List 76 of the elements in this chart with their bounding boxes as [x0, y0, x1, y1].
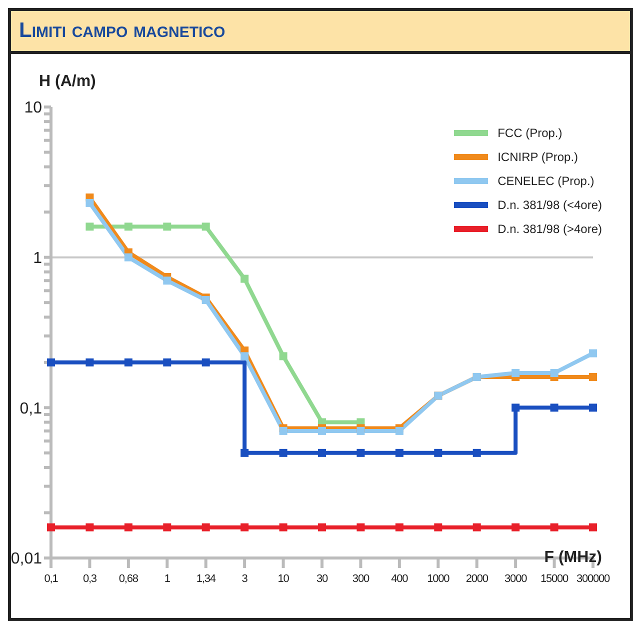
point — [202, 296, 210, 304]
point — [589, 349, 597, 358]
point — [240, 523, 249, 532]
point — [124, 358, 132, 366]
point — [47, 523, 55, 532]
x-tick-label: 300 — [352, 572, 370, 585]
legend-label: D.n. 381/98 (<4ore) — [498, 198, 602, 212]
point — [434, 448, 442, 457]
point — [472, 448, 481, 457]
point — [356, 426, 365, 435]
point — [279, 448, 288, 457]
point — [240, 352, 249, 360]
point — [356, 448, 365, 457]
point — [550, 523, 558, 532]
x-tick-label: 30 — [316, 572, 328, 585]
point — [86, 358, 94, 366]
x-tick-label: 300000 — [576, 572, 610, 585]
x-tick-label: 1,34 — [196, 572, 216, 585]
point — [124, 253, 132, 262]
point — [589, 523, 597, 532]
chart-title: Limiti campo magnetico — [19, 19, 226, 43]
point — [589, 372, 597, 381]
x-axis-title: F (MHz) — [544, 549, 602, 567]
point — [202, 222, 210, 231]
point — [47, 358, 55, 366]
x-tick-label: 3000 — [504, 572, 528, 585]
point — [550, 404, 558, 412]
point — [240, 448, 249, 457]
point — [86, 523, 94, 532]
point — [434, 523, 442, 532]
point — [318, 426, 326, 435]
point — [124, 222, 132, 231]
x-tick-label: 0,1 — [44, 572, 58, 585]
x-tick-label: 1000 — [427, 572, 450, 585]
point — [279, 352, 288, 360]
x-tick-label: 0,68 — [118, 572, 138, 585]
point — [86, 198, 94, 207]
y-tick-label: 1 — [33, 250, 42, 268]
point — [395, 448, 404, 457]
x-tick-label: 3 — [242, 572, 248, 585]
point — [550, 369, 558, 378]
x-tick-label: 2000 — [466, 572, 488, 585]
point — [202, 523, 210, 532]
x-tick-label: 10 — [278, 572, 290, 585]
point — [240, 274, 249, 283]
point — [512, 523, 520, 532]
point — [512, 404, 520, 412]
y-axis-title: H (A/m) — [39, 73, 96, 91]
point — [318, 523, 326, 532]
point — [472, 523, 481, 532]
point — [163, 276, 172, 285]
point — [163, 358, 172, 366]
x-tick-label: 0,3 — [82, 572, 97, 585]
point — [163, 523, 172, 532]
legend-label: D.n. 381/98 (>4ore) — [498, 222, 602, 236]
x-tick-label: 1 — [164, 572, 170, 585]
x-tick-label: 400 — [391, 572, 408, 585]
y-tick-label: 0,01 — [10, 550, 42, 568]
point — [589, 404, 597, 412]
point — [163, 222, 172, 231]
point — [356, 523, 365, 532]
y-tick-label: 0,1 — [20, 400, 42, 418]
point — [202, 358, 210, 366]
legend-label: FCC (Prop.) — [498, 126, 562, 140]
point — [279, 426, 288, 435]
point — [395, 426, 404, 435]
point — [318, 448, 326, 457]
point — [512, 369, 520, 378]
point — [395, 523, 404, 532]
x-tick-label: 15000 — [540, 572, 569, 585]
y-tick-label: 10 — [24, 100, 42, 117]
legend-label: ICNIRP (Prop.) — [498, 150, 578, 164]
point — [86, 222, 94, 231]
legend-label: CENELEC (Prop.) — [498, 174, 594, 188]
point — [124, 523, 132, 532]
point — [279, 523, 288, 532]
